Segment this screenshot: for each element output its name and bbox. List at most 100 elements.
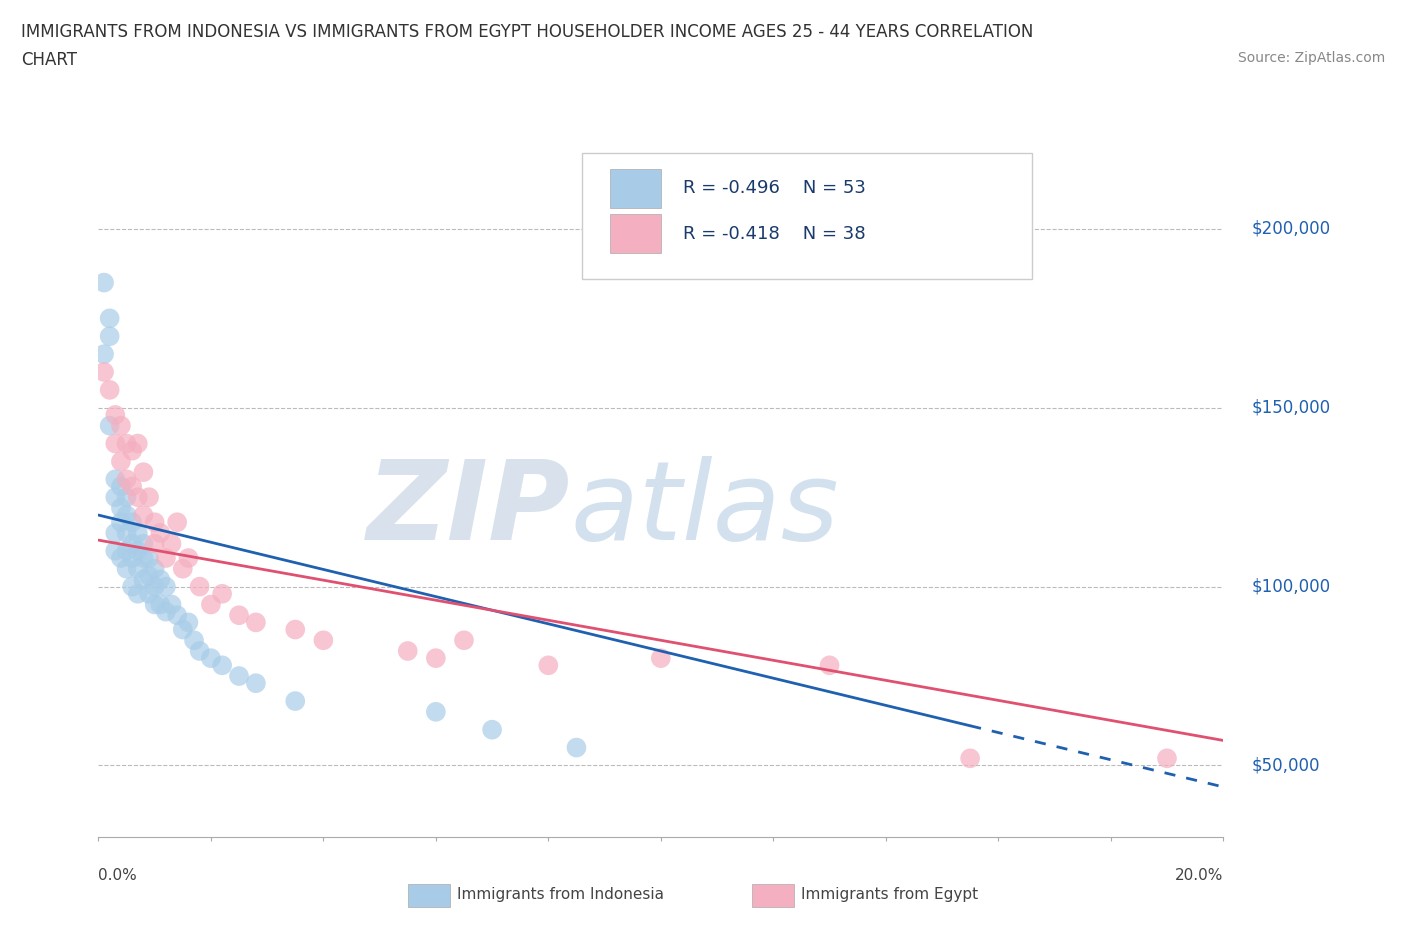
Point xyxy=(284,694,307,709)
Text: Immigrants from Indonesia: Immigrants from Indonesia xyxy=(457,887,664,902)
Point xyxy=(166,515,188,530)
Point xyxy=(121,479,143,494)
Point xyxy=(166,608,188,623)
Text: R = -0.418    N = 38: R = -0.418 N = 38 xyxy=(683,225,866,243)
Point xyxy=(245,615,267,630)
Point xyxy=(110,500,132,515)
Point xyxy=(138,551,160,565)
Point xyxy=(104,525,127,540)
FancyBboxPatch shape xyxy=(610,169,661,207)
Point xyxy=(110,418,132,433)
Text: $50,000: $50,000 xyxy=(1251,756,1320,775)
Point xyxy=(143,537,166,551)
Point xyxy=(155,551,177,565)
Text: ZIP: ZIP xyxy=(367,456,571,563)
Text: $100,000: $100,000 xyxy=(1251,578,1330,595)
Point xyxy=(110,515,132,530)
Point xyxy=(104,436,127,451)
Text: atlas: atlas xyxy=(571,456,839,563)
Point xyxy=(155,604,177,619)
Point xyxy=(115,436,138,451)
Point xyxy=(104,490,127,505)
Point xyxy=(115,490,138,505)
Point xyxy=(143,579,166,594)
Point xyxy=(121,579,143,594)
FancyBboxPatch shape xyxy=(582,153,1032,279)
Point xyxy=(160,537,183,551)
Point xyxy=(98,311,121,325)
Point xyxy=(650,651,672,666)
Point xyxy=(121,444,143,458)
Point xyxy=(104,543,127,558)
Point xyxy=(172,622,194,637)
Point xyxy=(98,382,121,397)
Point xyxy=(132,572,155,587)
Point xyxy=(481,723,503,737)
Point xyxy=(132,465,155,480)
Text: 20.0%: 20.0% xyxy=(1175,868,1223,883)
Point xyxy=(188,644,211,658)
Point xyxy=(132,508,155,523)
Point xyxy=(93,365,115,379)
Text: $150,000: $150,000 xyxy=(1251,399,1330,417)
Point xyxy=(211,658,233,672)
Point xyxy=(188,579,211,594)
Text: $200,000: $200,000 xyxy=(1251,219,1330,238)
Point xyxy=(177,551,200,565)
Point xyxy=(177,615,200,630)
Point xyxy=(183,632,205,647)
Point xyxy=(93,275,115,290)
Point xyxy=(149,525,172,540)
Point xyxy=(138,586,160,601)
Point xyxy=(155,579,177,594)
Point xyxy=(115,472,138,486)
Point xyxy=(121,551,143,565)
Point xyxy=(98,329,121,344)
Point xyxy=(453,632,475,647)
Point xyxy=(211,586,233,601)
Point xyxy=(565,740,588,755)
Point xyxy=(245,676,267,691)
FancyBboxPatch shape xyxy=(610,215,661,253)
Point xyxy=(143,562,166,577)
Point xyxy=(98,418,121,433)
Point xyxy=(121,537,143,551)
Text: 0.0%: 0.0% xyxy=(98,868,138,883)
Point xyxy=(132,551,155,565)
Point xyxy=(143,597,166,612)
Point xyxy=(138,568,160,583)
Point xyxy=(149,597,172,612)
Point xyxy=(110,454,132,469)
Point xyxy=(127,543,149,558)
Point xyxy=(110,551,132,565)
Point xyxy=(396,644,419,658)
Point xyxy=(200,651,222,666)
Point xyxy=(284,622,307,637)
Point xyxy=(818,658,841,672)
Point xyxy=(115,543,138,558)
Point xyxy=(149,572,172,587)
Point xyxy=(127,562,149,577)
Point xyxy=(127,436,149,451)
Text: Source: ZipAtlas.com: Source: ZipAtlas.com xyxy=(1237,51,1385,65)
Point xyxy=(959,751,981,765)
Point xyxy=(143,515,166,530)
Point xyxy=(104,472,127,486)
Point xyxy=(132,537,155,551)
Point xyxy=(115,525,138,540)
Text: CHART: CHART xyxy=(21,51,77,69)
Point xyxy=(115,562,138,577)
Point xyxy=(200,597,222,612)
Point xyxy=(121,515,143,530)
Point xyxy=(104,407,127,422)
Point xyxy=(537,658,560,672)
Point xyxy=(127,490,149,505)
Point xyxy=(127,586,149,601)
Point xyxy=(138,490,160,505)
Point xyxy=(127,525,149,540)
Point xyxy=(115,508,138,523)
Text: R = -0.496    N = 53: R = -0.496 N = 53 xyxy=(683,179,866,197)
Point xyxy=(172,562,194,577)
Point xyxy=(160,597,183,612)
Point xyxy=(1156,751,1178,765)
